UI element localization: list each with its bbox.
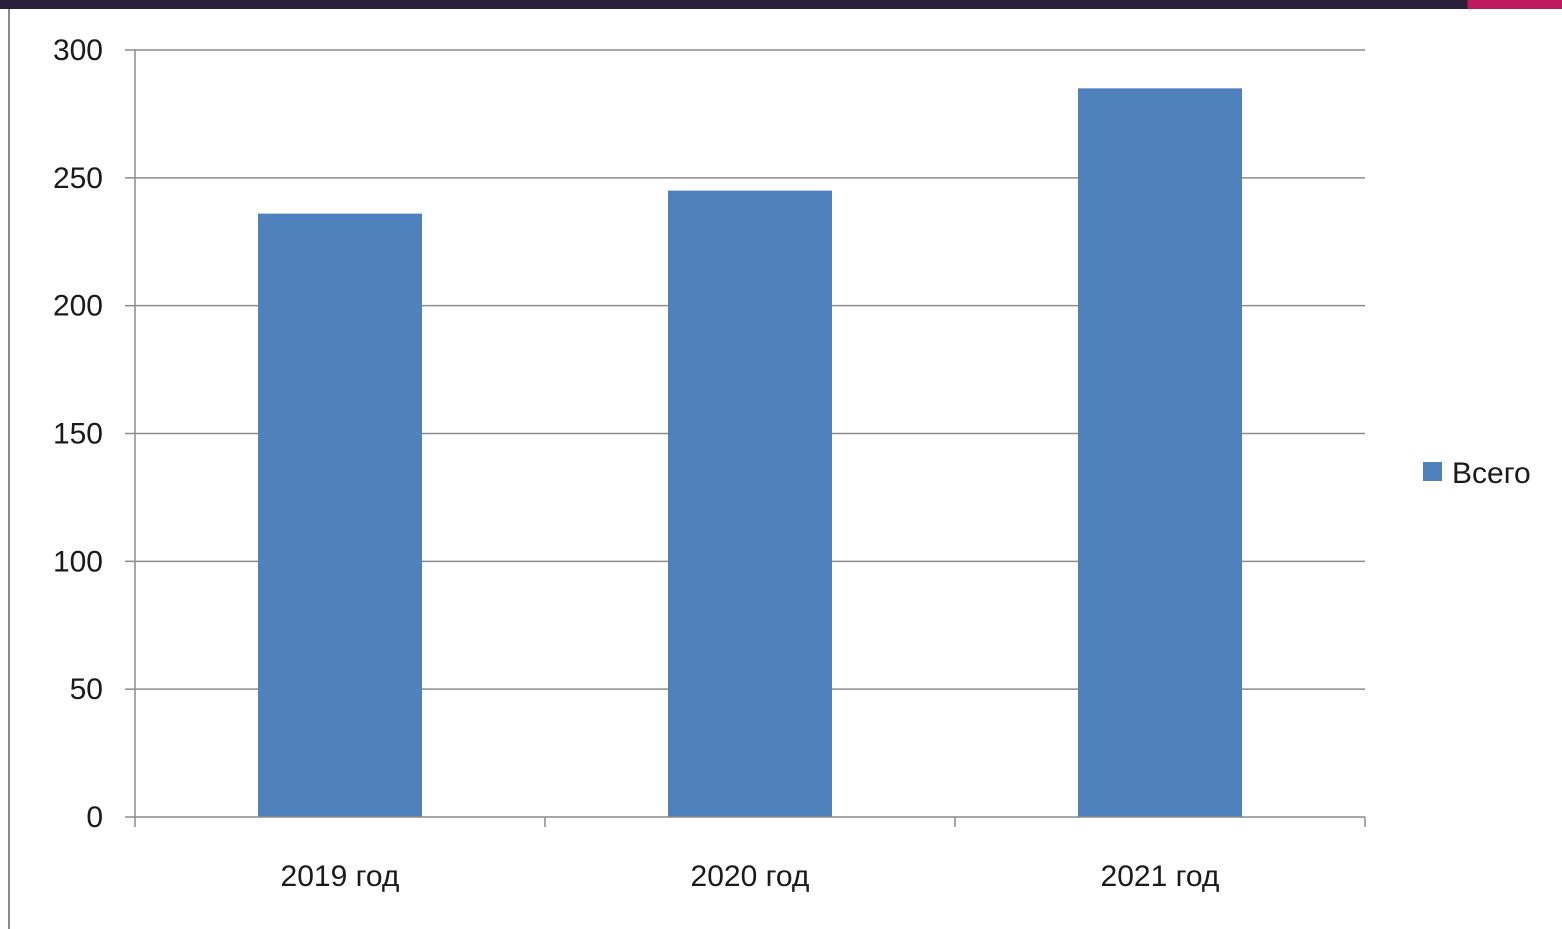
bar [258,213,422,818]
x-tick-label: 2019 год [281,860,400,893]
x-tick-label: 2021 год [1101,860,1220,893]
y-tick-label: 150 [53,418,103,451]
legend-swatch [1423,462,1442,481]
y-tick-label: 200 [53,290,103,323]
y-tick-label: 250 [53,162,103,195]
y-tick-label: 300 [53,34,103,67]
top-accent-bar [0,0,1562,9]
x-tick-label: 2020 год [691,860,810,893]
legend-label: Всего [1452,457,1531,490]
y-tick-label: 0 [86,801,103,834]
bar [668,190,832,817]
bar [1078,88,1242,818]
left-border-line [8,9,10,929]
y-tick-label: 100 [53,545,103,578]
y-tick-label: 50 [70,673,103,706]
